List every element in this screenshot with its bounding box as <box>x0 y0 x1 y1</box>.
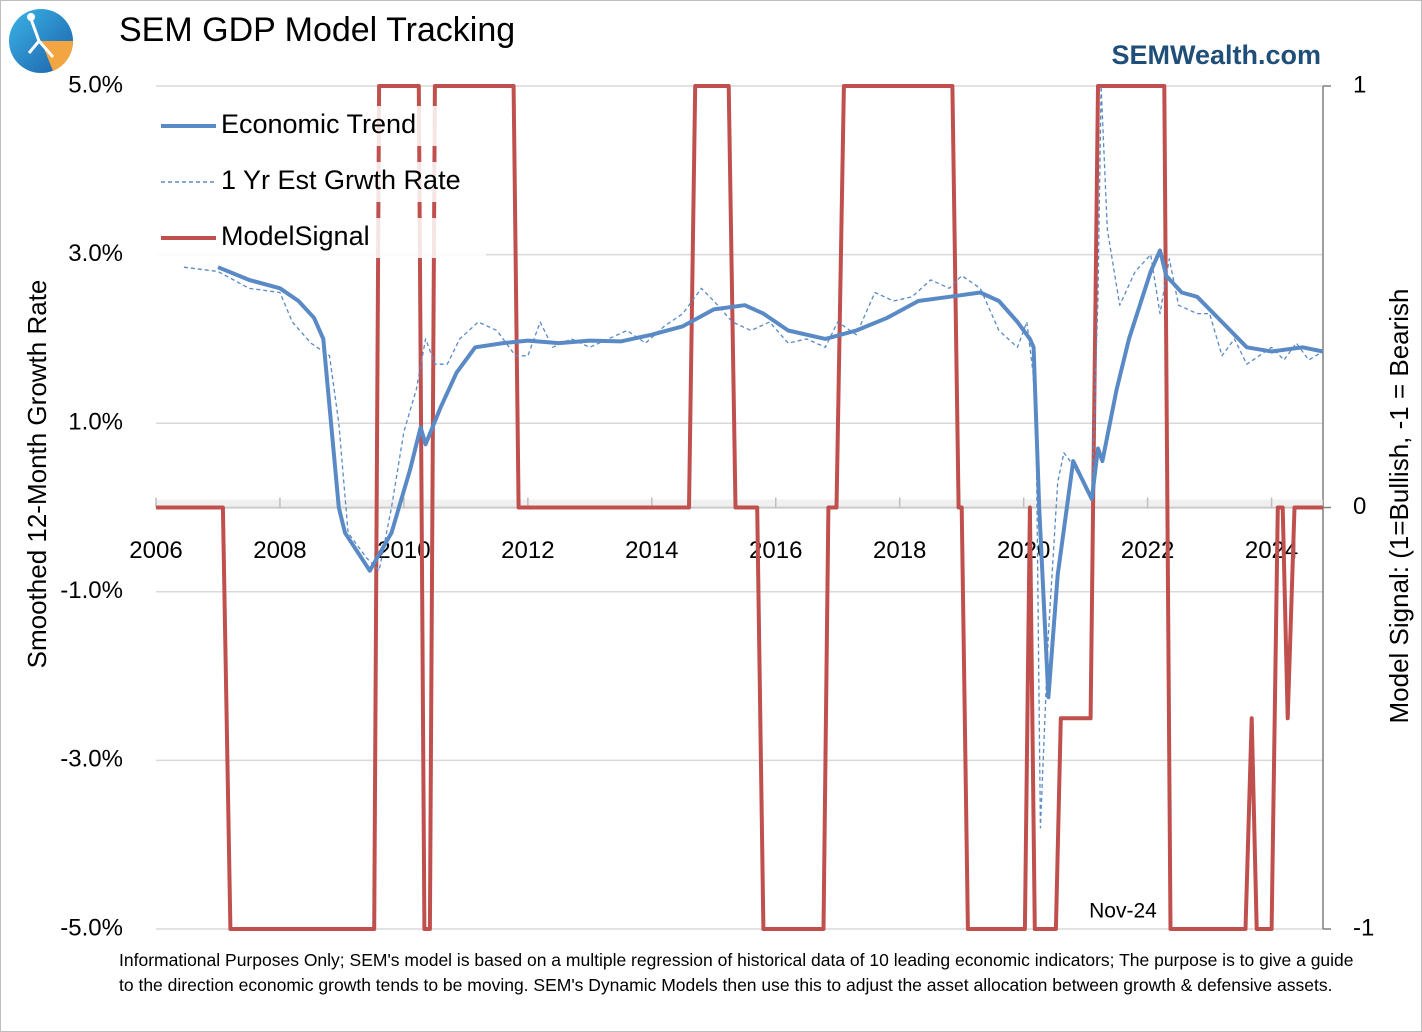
y-tick-label: 3.0% <box>68 240 123 267</box>
legend-label: Economic Trend <box>221 109 416 139</box>
y-tick-label: -5.0% <box>60 914 123 941</box>
x-tick-label: 2018 <box>873 537 926 564</box>
chart-title: SEM GDP Model Tracking <box>119 11 515 49</box>
y2-tick-label: -1 <box>1353 914 1374 941</box>
footnote: Informational Purposes Only; SEM's model… <box>119 950 1354 995</box>
y-axis-title: Smoothed 12-Month Growth Rate <box>22 280 52 669</box>
x-axis-band <box>156 499 1323 508</box>
logo <box>9 9 74 73</box>
y-tick-label: 5.0% <box>68 71 123 98</box>
x-tick-label: 2024 <box>1245 537 1298 564</box>
x-tick-label: 2012 <box>501 537 554 564</box>
series-line <box>156 84 1323 931</box>
subtitle: SEMWealth.com <box>1111 40 1321 70</box>
legend-label: ModelSignal <box>221 221 370 251</box>
y2-axis-title: Model Signal: (1=Bullish, -1 = Bearish <box>1384 288 1414 723</box>
x-tick-label: 2014 <box>625 537 678 564</box>
x-tick-label: 2008 <box>253 537 306 564</box>
y-tick-label: 1.0% <box>68 409 123 436</box>
y-tick-label: -3.0% <box>60 746 123 773</box>
x-tick-label: 2022 <box>1121 537 1174 564</box>
y2-tick-label: 0 <box>1353 493 1366 520</box>
series-line <box>183 85 1324 829</box>
legend-label: 1 Yr Est Grwth Rate <box>221 165 461 195</box>
y-tick-label: -1.0% <box>60 577 123 604</box>
annotation: Nov-24 <box>1089 900 1157 923</box>
x-tick-label: 2006 <box>129 537 182 564</box>
series-line <box>217 248 1324 700</box>
y2-tick-label: 1 <box>1353 71 1366 98</box>
